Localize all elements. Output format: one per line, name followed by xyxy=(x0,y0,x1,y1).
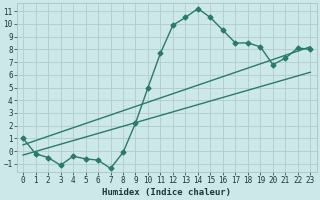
X-axis label: Humidex (Indice chaleur): Humidex (Indice chaleur) xyxy=(102,188,231,197)
